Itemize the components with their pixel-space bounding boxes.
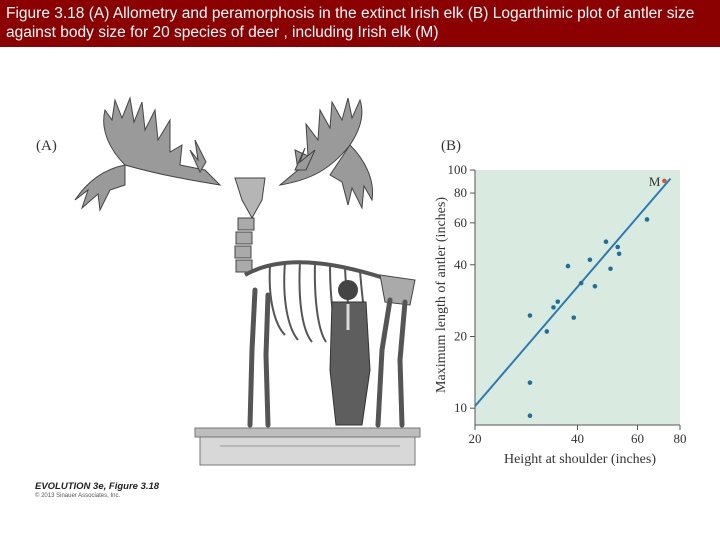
- data-point: [603, 239, 609, 245]
- y-tick-label: 100: [448, 162, 468, 177]
- data-point: [544, 329, 550, 334]
- data-point: [527, 413, 533, 418]
- data-point: [578, 280, 584, 286]
- irish-elk-skeleton-illustration: [74, 96, 421, 466]
- data-point: [608, 266, 613, 272]
- data-point: [527, 380, 533, 385]
- data-point: [555, 299, 561, 304]
- data-point: [592, 283, 598, 289]
- data-point: [616, 251, 622, 257]
- caption-title: EVOLUTION 3e, Figure 3.18: [35, 481, 160, 492]
- title-bar: Figure 3.18 (A) Allometry and peramorpho…: [0, 0, 720, 47]
- data-point: [615, 244, 621, 250]
- data-point: [587, 257, 593, 263]
- panel-b-label: (B): [441, 138, 461, 154]
- y-tick-label: 10: [454, 400, 467, 415]
- y-tick-label: 80: [454, 185, 467, 200]
- regression-line: [474, 177, 672, 407]
- x-tick-label: 60: [631, 431, 644, 446]
- y-tick-label: 60: [454, 215, 467, 230]
- legs: [247, 287, 408, 428]
- panel-a-label: (A): [36, 138, 57, 154]
- y-tick-label: 40: [454, 257, 467, 272]
- antlers-icon: [74, 96, 374, 212]
- data-point: [644, 217, 650, 222]
- y-tick-label: 20: [454, 328, 467, 343]
- data-point: [571, 315, 577, 320]
- x-axis-label: Height at shoulder (inches): [504, 452, 656, 467]
- neck-vertebrae: [234, 217, 255, 273]
- data-point: [551, 305, 556, 310]
- irish-elk-point: [662, 178, 667, 184]
- skull-icon: [234, 177, 266, 220]
- data-point: [565, 263, 571, 269]
- data-point: [527, 313, 533, 318]
- slide-title: Figure 3.18 (A) Allometry and peramorpho…: [6, 5, 695, 41]
- x-tick-label: 80: [674, 431, 687, 446]
- x-tick-label: 20: [469, 431, 482, 446]
- x-tick-label: 40: [571, 431, 584, 446]
- caption-copyright: © 2013 Sinauer Associates, Inc.: [35, 493, 121, 499]
- museum-plinth: [194, 427, 421, 466]
- pelvis: [379, 274, 416, 306]
- figure-caption: EVOLUTION 3e, Figure 3.18 © 2013 Sinauer…: [35, 481, 159, 499]
- y-axis-label: Maximum length of antler (inches): [434, 197, 449, 393]
- irish-elk-label: M: [649, 174, 661, 189]
- plot-area: [475, 170, 680, 425]
- museum-visitor: [329, 280, 371, 426]
- antler-size-plot: 20 40 60 80 10 20 40 60 80 100 M Height at shoul…: [434, 162, 687, 467]
